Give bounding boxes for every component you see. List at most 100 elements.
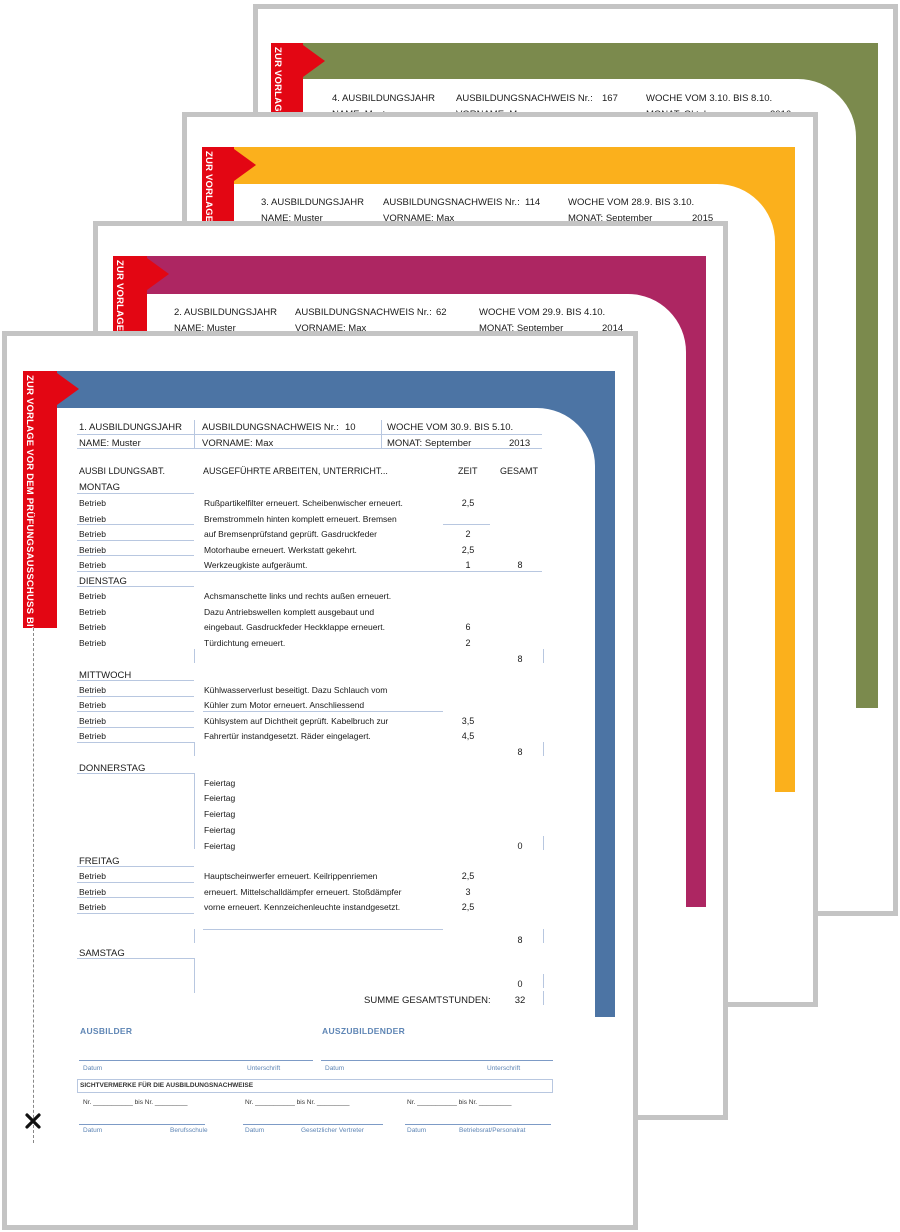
unterschrift-label: Unterschrift — [487, 1065, 521, 1072]
nachweis-label: AUSBILDUNGSNACHWEIS Nr.: — [295, 307, 432, 318]
row-text: Türdichtung erneuert. — [204, 638, 286, 648]
nachweis-number: 10 — [345, 422, 356, 433]
summe-label: SUMME GESAMTSTUNDEN: — [364, 995, 491, 1006]
row-zeit: 3 — [465, 887, 471, 897]
row-zeit: 2 — [465, 529, 471, 539]
row-text: Dazu Antriebswellen komplett ausgebaut u… — [204, 607, 375, 617]
datum-label: Datum — [83, 1065, 103, 1072]
row-zeit: 2 — [465, 638, 471, 648]
berufsschule-label: Berufsschule — [170, 1127, 208, 1134]
nachweis-label: AUSBILDUNGSNACHWEIS Nr.: — [202, 422, 339, 433]
row-zeit: 2,5 — [461, 902, 475, 912]
month-field: MONAT: September — [479, 323, 564, 334]
row-text: erneuert. Mittelschalldämpfer erneuert. … — [204, 887, 402, 897]
day-monday: MONTAG — [79, 482, 120, 493]
week-label: WOCHE VOM 30.9. BIS 5.10. — [387, 422, 514, 433]
day-friday: FREITAG — [79, 856, 120, 867]
year-number: 2013 — [509, 438, 531, 449]
row-abt: Betrieb — [79, 887, 106, 897]
row-abt: Betrieb — [79, 545, 106, 555]
nachweis-number: 114 — [525, 197, 541, 208]
year-number: 2014 — [602, 323, 624, 334]
vertreter-label: Gesetzlicher Vertreter — [301, 1127, 364, 1134]
nr-range-field[interactable]: Nr. ___________ bis Nr. _________ — [83, 1099, 188, 1106]
row-text: Achsmanschette links und rechts außen er… — [204, 591, 392, 601]
vorname-field: VORNAME: Max — [202, 438, 274, 449]
day-saturday: SAMSTAG — [79, 948, 125, 959]
ausbilder-signature-line[interactable] — [79, 1060, 313, 1061]
col-arbeiten-header: AUSGEFÜHRTE ARBEITEN, UNTERRICHT... — [203, 466, 388, 476]
scissors-icon — [25, 1113, 41, 1129]
row-abt: Betrieb — [79, 871, 106, 881]
row-zeit: 2,5 — [461, 545, 475, 555]
row-abt: Betrieb — [79, 716, 106, 726]
datum-label: Datum — [325, 1065, 345, 1072]
row-text: Feiertag — [204, 841, 236, 851]
sidebar-strip: ZUR VORLAGE VOR BITTE HERAUST — [202, 147, 234, 328]
row-text: eingebaut. Gasdruckfeder Heckklappe erne… — [204, 622, 385, 632]
row-abt: Betrieb — [79, 560, 106, 570]
sheet-year1: ZUR VORLAGE VOR DEM PRÜFUNGSAUSSCHUSS BI… — [2, 331, 638, 1230]
row-abt: Betrieb — [79, 622, 106, 632]
day-total: 0 — [517, 841, 523, 851]
week-label: WOCHE VOM 28.9. BIS 3.10. — [568, 197, 695, 208]
col-abt-header: AUSBI LDUNGSABT. — [79, 466, 166, 476]
day-total: 8 — [517, 654, 523, 664]
year-label: 1. AUSBILDUNGSJAHR — [79, 422, 182, 433]
year-label: 2. AUSBILDUNGSJAHR — [174, 307, 277, 318]
auszubildender-label: AUSZUBILDENDER — [322, 1026, 406, 1036]
row-text: vorne erneuert. Kennzeichenleuchte insta… — [204, 902, 401, 912]
sidebar-text: ZUR VORLAGE VOR DEM PRÜFUNGSAUSSCHUSS BI… — [24, 375, 35, 737]
datum-label: Datum — [83, 1127, 103, 1134]
row-text: Feiertag — [204, 793, 236, 803]
nr-range-field[interactable]: Nr. ___________ bis Nr. _________ — [245, 1099, 350, 1106]
summe-value: 32 — [514, 995, 526, 1006]
row-abt: Betrieb — [79, 514, 106, 524]
col-zeit-header: ZEIT — [458, 466, 478, 476]
row-abt: Betrieb — [79, 529, 106, 539]
sichtvermerke-label: SICHTVERMERKE FÜR DIE AUSBILDUNGSNACHWEI… — [80, 1082, 254, 1089]
row-zeit: 2,5 — [461, 871, 475, 881]
row-zeit: 4,5 — [461, 731, 475, 741]
col-gesamt-header: GESAMT — [500, 466, 539, 476]
row-text: Feiertag — [204, 825, 236, 835]
row-abt: Betrieb — [79, 607, 106, 617]
day-total: 8 — [517, 560, 523, 570]
day-total: 8 — [517, 935, 523, 945]
year-label: 3. AUSBILDUNGSJAHR — [261, 197, 364, 208]
row-text: Hauptscheinwerfer erneuert. Keilrippenri… — [204, 871, 378, 881]
nachweis-label: AUSBILDUNGSNACHWEIS Nr.: — [383, 197, 520, 208]
sidebar-strip: ZUR VORLAGE VOR BITTE HERAUST — [113, 256, 147, 437]
sidebar-strip: ZUR VORLAGE VOR BITTE HERAUST — [271, 43, 303, 224]
ausbilder-label: AUSBILDER — [80, 1026, 133, 1036]
month-field: MONAT: September — [568, 213, 653, 224]
day-total: 0 — [517, 979, 523, 989]
row-abt: Betrieb — [79, 902, 106, 912]
week-label: WOCHE VOM 3.10. BIS 8.10. — [646, 93, 773, 104]
name-field: NAME: Muster — [79, 438, 141, 449]
row-text: Feiertag — [204, 809, 236, 819]
unterschrift-label: Unterschrift — [247, 1065, 281, 1072]
row-abt: Betrieb — [79, 498, 106, 508]
row-abt: Betrieb — [79, 700, 106, 710]
year-number: 2015 — [692, 213, 714, 224]
row-text: Kühlwasserverlust beseitigt. Dazu Schlau… — [204, 685, 388, 695]
nachweis-number: 167 — [602, 93, 618, 104]
day-tuesday: DIENSTAG — [79, 576, 127, 587]
row-abt: Betrieb — [79, 685, 106, 695]
betriebsrat-label: Betriebsrat/Personalrat — [459, 1127, 526, 1134]
name-field: NAME: Muster — [174, 323, 236, 334]
row-abt: Betrieb — [79, 638, 106, 648]
nr-range-field[interactable]: Nr. ___________ bis Nr. _________ — [407, 1099, 512, 1106]
vorname-field: VORNAME: Max — [295, 323, 367, 334]
row-text: Kühlsystem auf Dichtheit geprüft. Kabelb… — [204, 716, 389, 726]
datum-label: Datum — [407, 1127, 427, 1134]
row-abt: Betrieb — [79, 591, 106, 601]
day-wednesday: MITTWOCH — [79, 670, 132, 681]
day-thursday: DONNERSTAG — [79, 763, 146, 774]
auszubildender-signature-line[interactable] — [321, 1060, 553, 1061]
row-zeit: 2,5 — [461, 498, 475, 508]
row-text: Motorhaube erneuert. Werkstatt gekehrt. — [204, 545, 357, 555]
nachweis-label: AUSBILDUNGSNACHWEIS Nr.: — [456, 93, 593, 104]
row-zeit: 6 — [465, 622, 471, 632]
